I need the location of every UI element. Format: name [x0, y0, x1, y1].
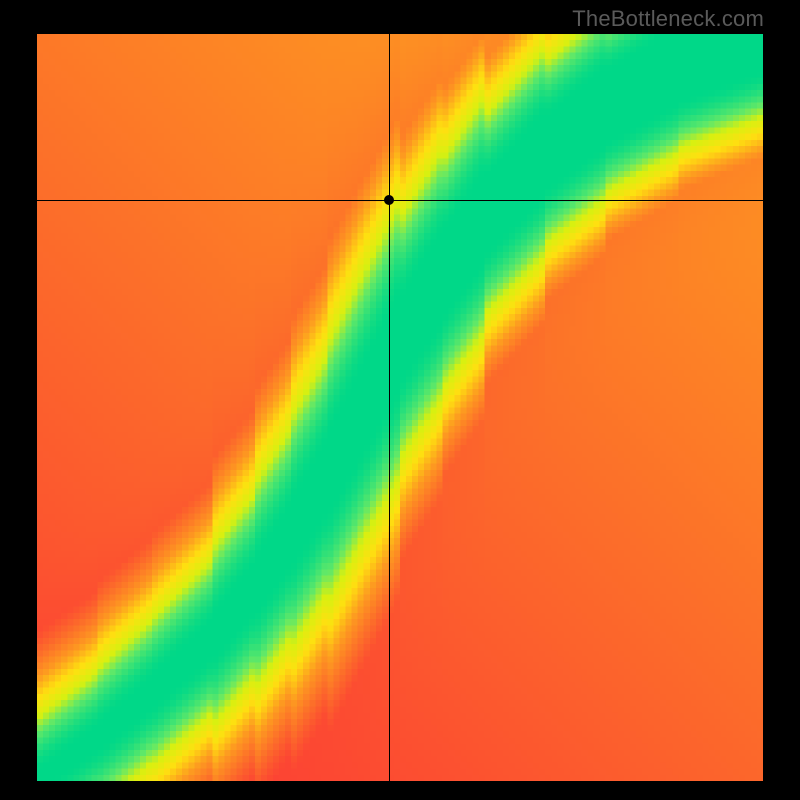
heatmap-plot [37, 34, 763, 781]
heatmap-canvas [37, 34, 763, 781]
watermark-text: TheBottleneck.com [572, 6, 764, 32]
crosshair-horizontal [37, 200, 763, 201]
crosshair-vertical [389, 34, 390, 781]
crosshair-marker [384, 195, 394, 205]
